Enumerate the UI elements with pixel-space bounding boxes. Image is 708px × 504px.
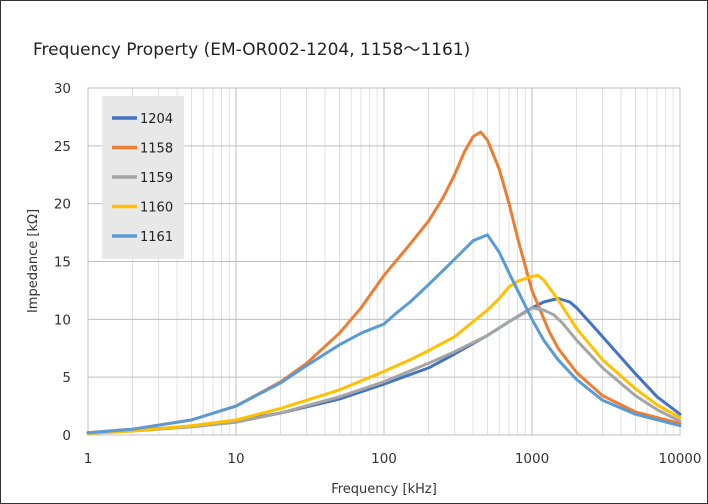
series-layer bbox=[86, 130, 682, 435]
y-tick-label: 10 bbox=[54, 312, 71, 328]
legend-label-1161: 1161 bbox=[140, 230, 173, 245]
legend-label-1160: 1160 bbox=[140, 201, 173, 216]
x-tick-label: 100 bbox=[371, 451, 397, 467]
series-line-1160 bbox=[86, 273, 682, 435]
legend-label-1159: 1159 bbox=[140, 171, 173, 186]
y-tick-label: 5 bbox=[62, 370, 71, 386]
x-tick-label: 1000 bbox=[515, 451, 549, 467]
y-tick-label: 25 bbox=[54, 139, 71, 155]
x-tick-label: 10 bbox=[227, 451, 244, 467]
x-axis-ticks: 1 10 100 1000 10000 bbox=[84, 451, 702, 467]
legend-label-1204: 1204 bbox=[140, 112, 173, 127]
chart-title: Frequency Property (EM-OR002-1204, 1158～… bbox=[33, 40, 471, 60]
x-tick-label: 10000 bbox=[659, 451, 702, 467]
legend: 1204 1158 1159 1160 1161 bbox=[102, 96, 184, 259]
y-axis-label: Impedance [kΩ] bbox=[26, 209, 41, 313]
y-tick-label: 20 bbox=[54, 197, 71, 213]
x-axis-label: Frequency [kHz] bbox=[331, 482, 437, 497]
y-axis-ticks: 0 5 10 15 20 25 30 bbox=[54, 81, 71, 444]
y-tick-label: 0 bbox=[62, 428, 71, 444]
series-line-1161 bbox=[86, 233, 682, 435]
x-tick-label: 1 bbox=[84, 451, 93, 467]
legend-label-1158: 1158 bbox=[140, 142, 173, 157]
y-tick-label: 30 bbox=[54, 81, 71, 97]
series-line-1159 bbox=[86, 306, 682, 435]
y-tick-label: 15 bbox=[54, 255, 71, 271]
